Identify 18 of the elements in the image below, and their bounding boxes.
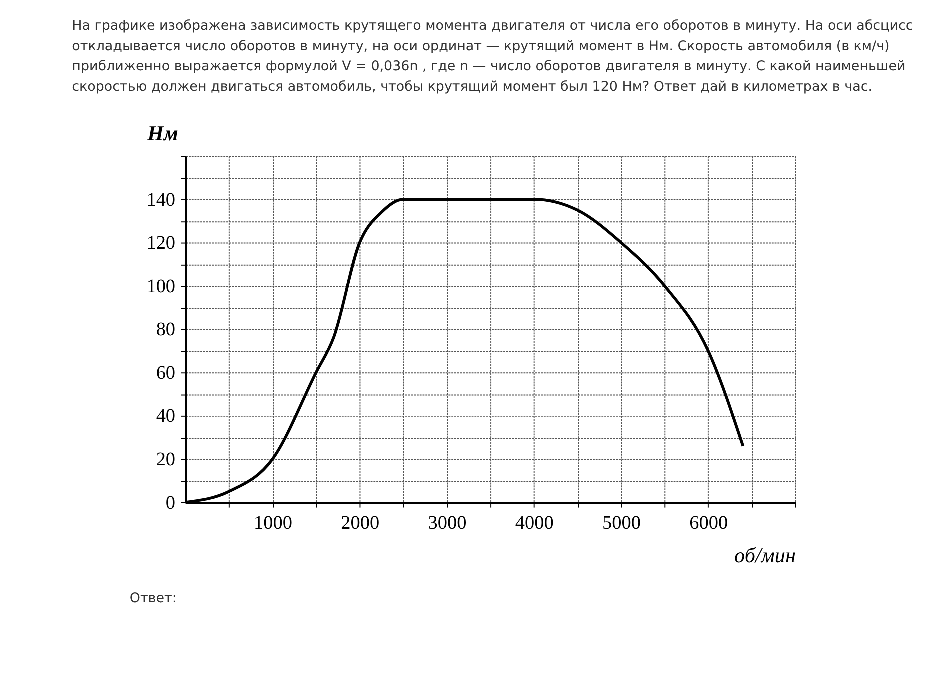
x-tick-label: 2000 bbox=[341, 512, 380, 534]
y-axis-title: Нм bbox=[146, 121, 178, 146]
y-tick-label: 20 bbox=[156, 449, 176, 470]
y-tick-label: 0 bbox=[166, 492, 176, 514]
y-tick-label: 100 bbox=[146, 276, 176, 298]
x-tick-label: 4000 bbox=[515, 512, 554, 534]
x-tick-label: 6000 bbox=[690, 512, 728, 534]
x-tick-label: 5000 bbox=[602, 512, 641, 534]
y-tick-label: 40 bbox=[156, 406, 176, 428]
text: Ответ: bbox=[130, 592, 177, 607]
x-tick-label: 1000 bbox=[254, 512, 292, 534]
y-tick-label: 120 bbox=[146, 233, 176, 254]
x-tick-label: 3000 bbox=[428, 512, 467, 534]
y-tick-label: 140 bbox=[146, 190, 176, 211]
y-tick-label: 60 bbox=[156, 362, 176, 384]
x-axis-title: об/мин bbox=[734, 544, 796, 568]
y-tick-label: 80 bbox=[156, 320, 176, 341]
chart-title: На графике изображена зависимость крутящего момента двигателя от числа его оборотов в минуту. На оси абсцисс откладывается число оборотов в минуту, на оси ординат — крутящий момент в Нм. Скорость автомобиля (в км/ч) приближенно выражается формулой V = 0,036n , где n — число оборотов двигателя в минуту. С какой наименьшей скоростью должен двигаться автомобиль, чтобы крутящий момент был 120 Нм? Ответ дай в километрах в час. bbox=[72, 19, 914, 95]
